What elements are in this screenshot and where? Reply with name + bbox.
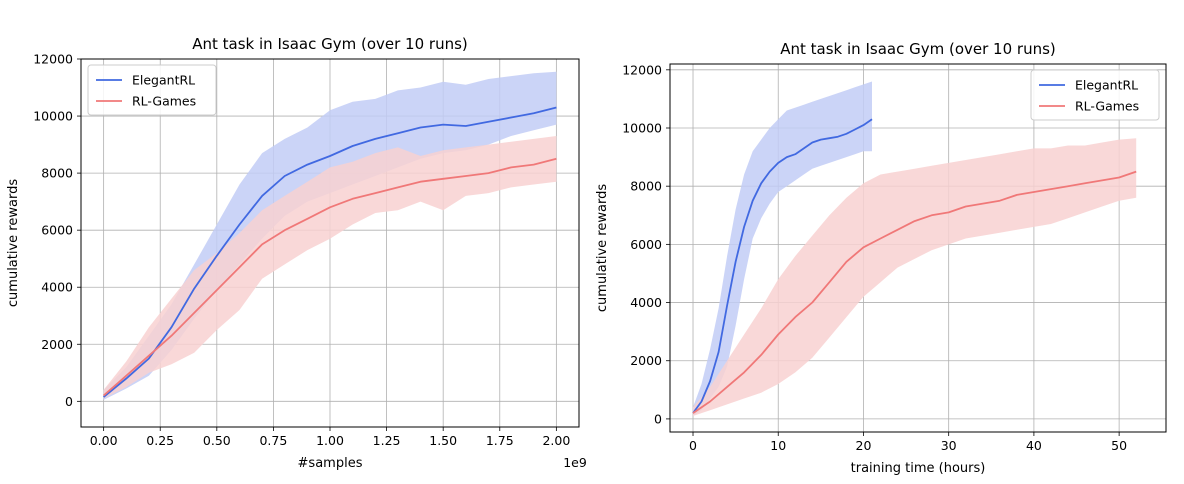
y-tick-label: 6000 [630, 237, 662, 252]
y-tick-label: 4000 [41, 280, 73, 295]
line-rl-games [103, 157, 557, 397]
x-tick-label: 0.25 [146, 433, 174, 448]
x-tick-label: 1.50 [429, 433, 457, 448]
band-elegantrl [693, 81, 872, 416]
y-tick-label: 12000 [622, 62, 662, 77]
x-tick-label: 50 [1111, 438, 1127, 453]
y-tick-label: 10000 [622, 121, 662, 136]
chart-title: Ant task in Isaac Gym (over 10 runs) [780, 40, 1056, 58]
band-rl-games [693, 138, 1137, 416]
line-elegantrl [103, 106, 557, 398]
y-tick-label: 6000 [41, 223, 73, 238]
x-tick-label: 1.75 [486, 433, 514, 448]
x-tick-label: 10 [770, 438, 786, 453]
line-rl-games [692, 170, 1137, 414]
chart-samples: 0.00 0.25 0.50 0.75 1.00 1.25 1.50 1.75 2.00 0 200… [6, 35, 587, 471]
y-tick-label: 0 [65, 394, 73, 409]
x-tick-label: 30 [941, 438, 957, 453]
x-tick-label: 1.25 [373, 433, 401, 448]
y-tick-label: 10000 [33, 109, 73, 124]
x-offset-text: 1e9 [563, 455, 587, 470]
y-tick-label: 12000 [33, 52, 73, 67]
chart-title: Ant task in Isaac Gym (over 10 runs) [192, 35, 468, 53]
line-elegantrl [692, 118, 873, 414]
y-tick-label: 8000 [41, 166, 73, 181]
x-tick-label: 1.00 [316, 433, 344, 448]
legend-label-elegantrl: ElegantRL [1075, 78, 1138, 93]
legend-label-rl-games: RL-Games [1075, 99, 1139, 114]
x-tick-label: 20 [856, 438, 872, 453]
x-tick-label: 0.75 [259, 433, 287, 448]
y-tick-label: 2000 [630, 353, 662, 368]
legend-label-elegantrl: ElegantRL [132, 73, 195, 88]
x-tick-label: 0.00 [90, 433, 118, 448]
chart-training-time: 0 10 20 30 40 50 0 2000 4000 6000 8000 10000 12000 An… [595, 40, 1167, 476]
y-tick-label: 8000 [630, 179, 662, 194]
band-rl-games [103, 136, 557, 399]
x-tick-label: 2.00 [542, 433, 570, 448]
y-axis-label: cumulative rewards [6, 179, 21, 307]
x-tick-label: 40 [1026, 438, 1042, 453]
x-axis-label: training time (hours) [851, 461, 986, 476]
legend-box [87, 64, 217, 116]
y-tick-label: 4000 [630, 295, 662, 310]
x-tick-label: 0.50 [203, 433, 231, 448]
x-tick-label: 0 [689, 438, 697, 453]
legend-label-rl-games: RL-Games [132, 94, 196, 109]
y-tick-label: 0 [654, 411, 662, 426]
y-axis-label: cumulative rewards [595, 184, 610, 312]
x-axis-label: #samples [298, 456, 363, 471]
legend-box [1030, 69, 1160, 121]
plot-frame [669, 63, 1167, 433]
y-tick-label: 2000 [41, 337, 73, 352]
